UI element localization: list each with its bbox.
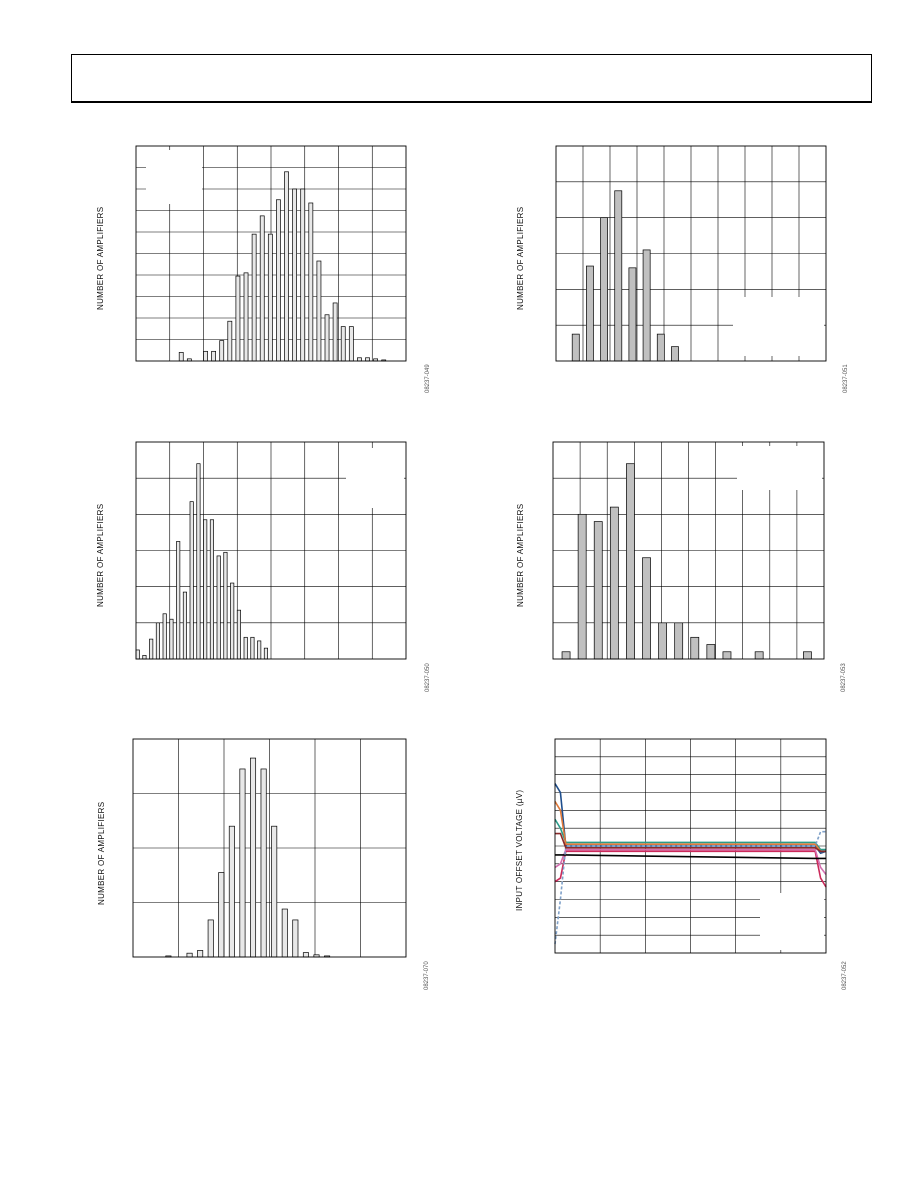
series-line [554,783,827,855]
page-header-box [71,54,872,103]
legend-area [737,446,822,490]
plot-frame [135,145,407,362]
series-line [555,832,826,853]
series-lines [554,783,827,945]
plot-frame [554,738,827,954]
series-line [554,848,827,876]
bars [165,757,331,958]
legend-area [146,150,202,204]
plot-frame [132,738,407,958]
series-line [555,854,826,860]
legend-area [346,448,404,508]
series-line [554,850,827,888]
plot-frame [135,441,407,660]
bars [178,171,387,362]
bars [561,463,812,660]
series-line [554,818,826,851]
legend-area [733,297,824,356]
legend-area [760,893,824,950]
series-line [554,830,826,945]
plot-frame [555,145,827,362]
plot-frame [552,441,825,660]
